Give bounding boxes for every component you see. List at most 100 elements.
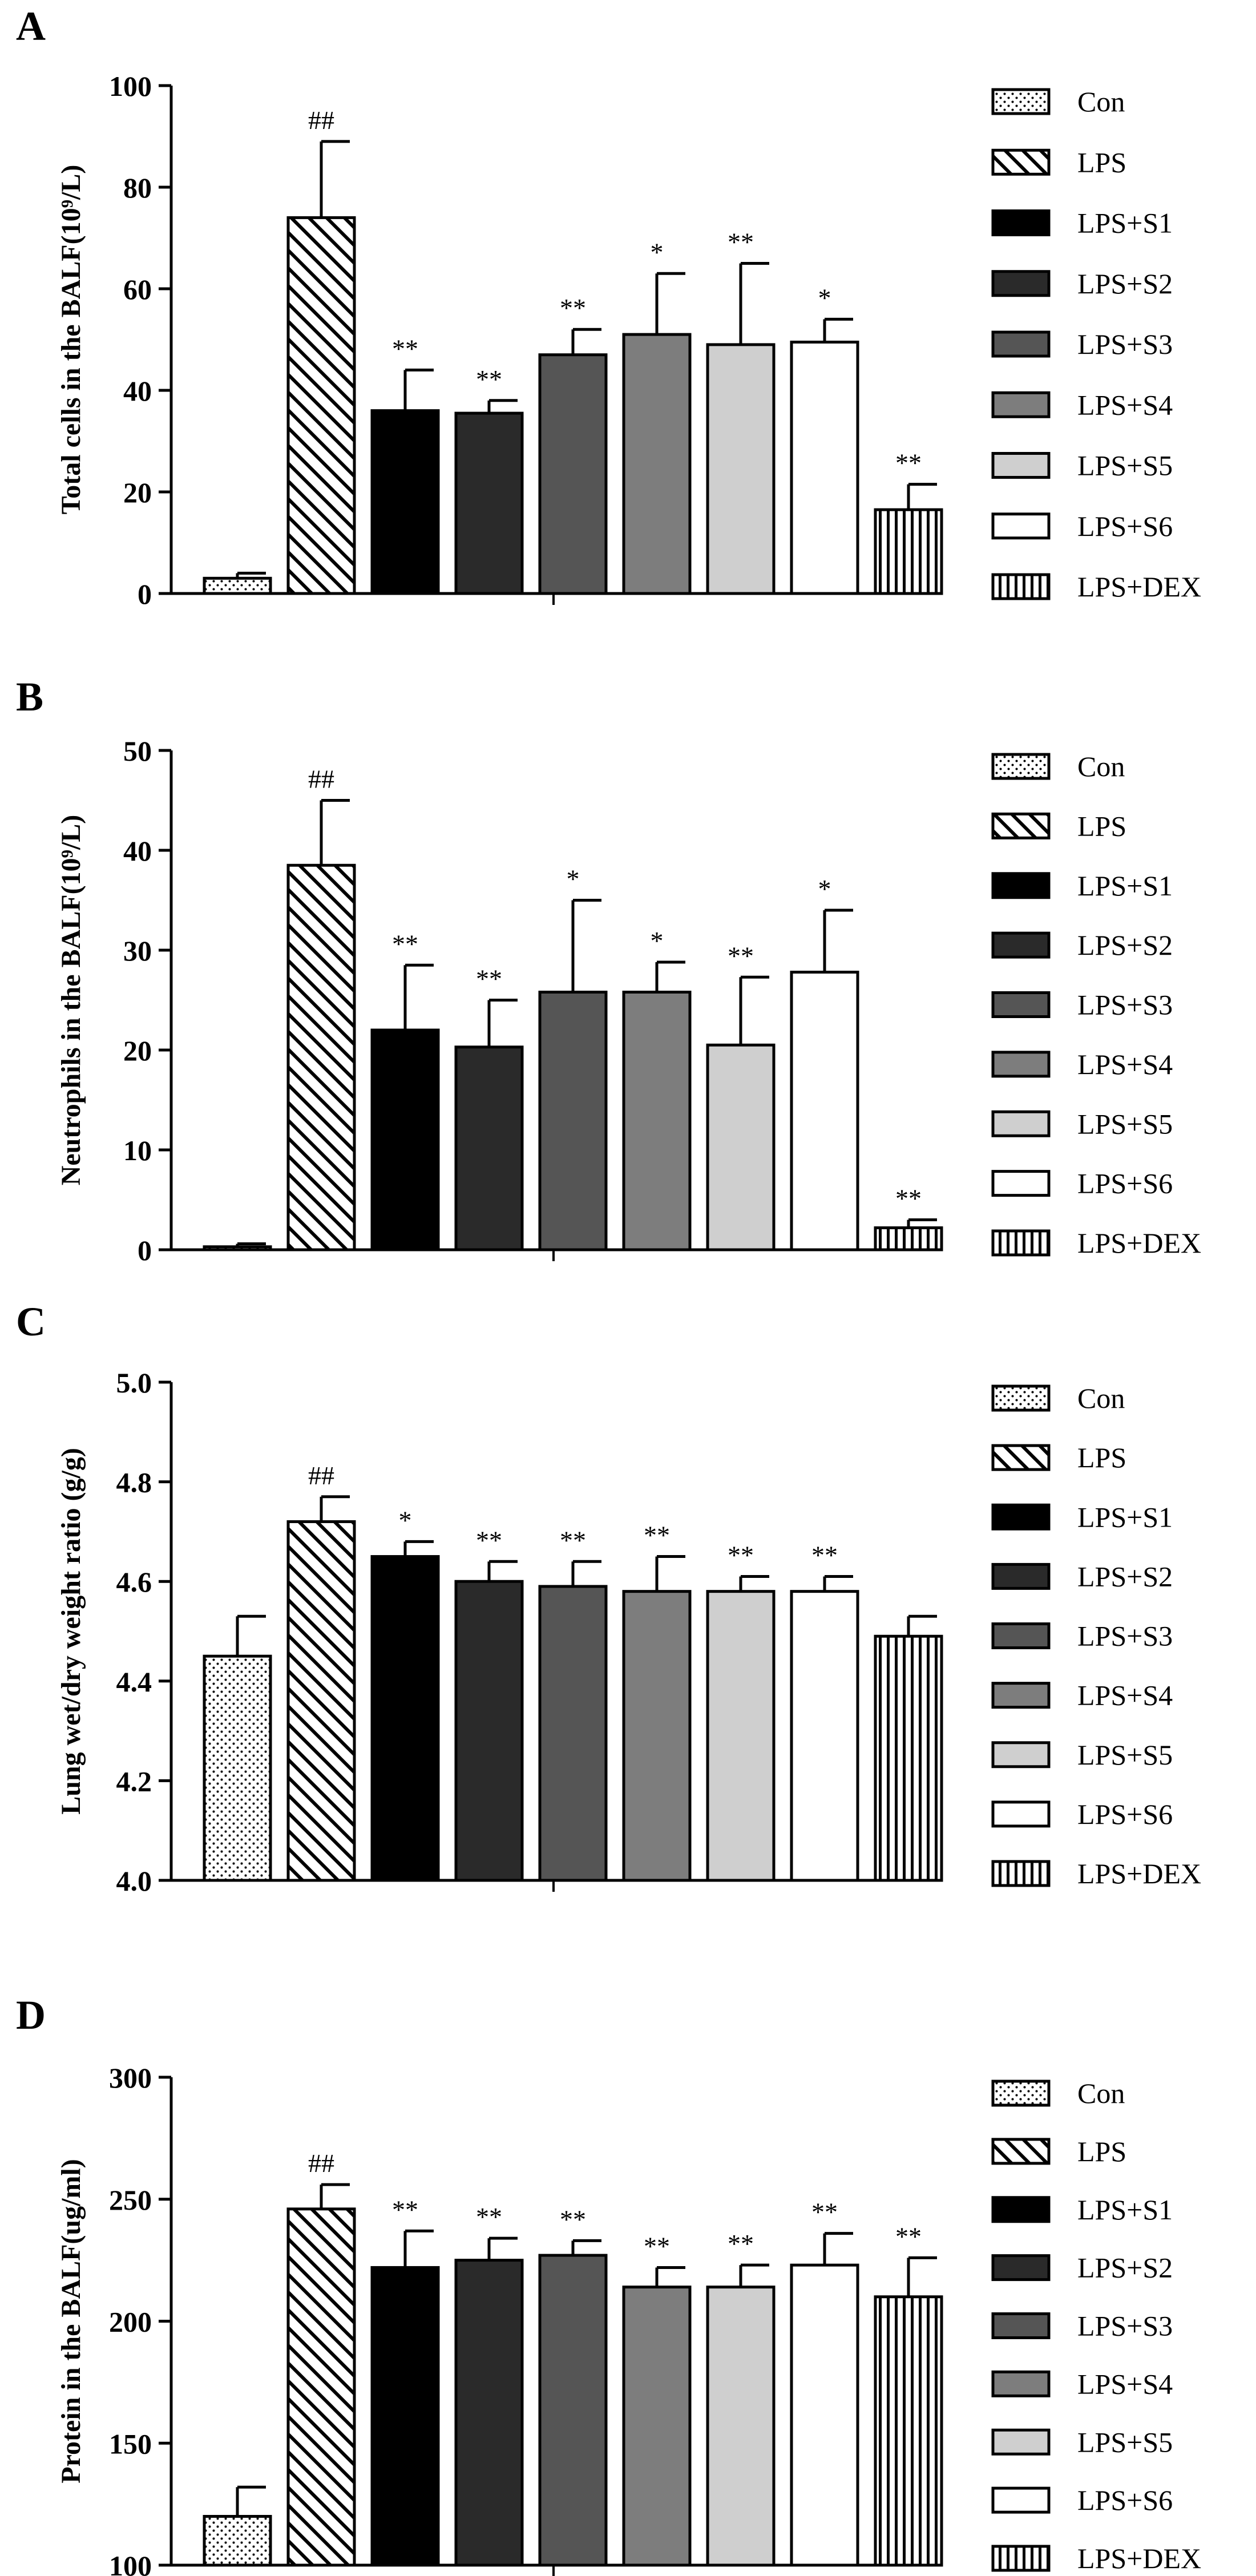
significance-label: ** xyxy=(560,293,586,322)
legend-swatch xyxy=(991,1051,1051,1078)
legend-swatch xyxy=(991,1170,1051,1197)
bar-lps xyxy=(286,2207,356,2567)
legend-label: LPS+S2 xyxy=(1077,1560,1173,1592)
legend-label: LPS+S3 xyxy=(1077,1620,1173,1652)
panel-letter: A xyxy=(16,3,46,49)
y-tick-label: 80 xyxy=(123,172,152,204)
legend-label: LPS+S4 xyxy=(1077,1048,1173,1080)
y-axis-title: Total cells in the BALF(10⁹/L) xyxy=(56,165,86,515)
legend-label: LPS+S6 xyxy=(1077,1168,1173,1200)
y-tick-label: 4.2 xyxy=(116,1765,152,1797)
y-tick-label: 100 xyxy=(109,70,152,102)
legend-label: LPS+S4 xyxy=(1077,389,1173,421)
bar-lps-s4 xyxy=(622,333,692,595)
legend-swatch xyxy=(991,1503,1051,1531)
significance-label: ** xyxy=(476,2202,502,2231)
legend-swatch xyxy=(991,753,1051,780)
legend-label: LPS+S4 xyxy=(1077,2368,1173,2400)
bar-lps-s6 xyxy=(790,971,859,1251)
legend-label: LPS+S6 xyxy=(1077,510,1173,542)
y-tick-label: 20 xyxy=(123,1035,152,1067)
legend-swatch xyxy=(991,2080,1051,2107)
significance-label: ** xyxy=(895,2222,922,2251)
legend-label: LPS+S3 xyxy=(1077,2310,1173,2342)
legend-swatch xyxy=(991,452,1051,479)
bar-lps xyxy=(286,216,356,595)
significance-label: ** xyxy=(728,941,754,970)
legend-label: LPS+S2 xyxy=(1077,2252,1173,2284)
bar-lps-s1 xyxy=(370,1555,440,1882)
y-tick-label: 200 xyxy=(109,2306,152,2338)
significance-label: ** xyxy=(728,228,754,257)
significance-label: * xyxy=(651,926,664,955)
y-tick-label: 60 xyxy=(123,273,152,305)
bar-lps-s6 xyxy=(790,1590,859,1882)
legend-label: LPS+S4 xyxy=(1077,1679,1173,1711)
legend-label: Con xyxy=(1077,750,1125,782)
bar-con xyxy=(203,1654,272,1882)
legend-swatch xyxy=(991,2428,1051,2456)
significance-label: * xyxy=(651,237,664,267)
legend-swatch xyxy=(991,2196,1051,2223)
significance-label: ** xyxy=(560,1525,586,1555)
legend-swatch xyxy=(991,2312,1051,2339)
legend-label: Con xyxy=(1077,86,1125,118)
bar-lps-s2 xyxy=(454,1580,524,1882)
y-axis-title: Neutrophils in the BALF(10⁹/L) xyxy=(56,815,86,1186)
y-tick-label: 20 xyxy=(123,477,152,508)
legend-swatch xyxy=(991,2370,1051,2397)
legend-label: LPS+S1 xyxy=(1077,870,1173,902)
legend-swatch xyxy=(991,2486,1051,2514)
bar-lps-s6 xyxy=(790,2263,859,2567)
legend-swatch xyxy=(991,1229,1051,1257)
significance-label: ## xyxy=(308,106,334,135)
legend-swatch xyxy=(991,1110,1051,1137)
y-tick-label: 10 xyxy=(123,1134,152,1166)
legend-label: LPS+S5 xyxy=(1077,1108,1173,1140)
legend-label: LPS+DEX xyxy=(1077,2542,1201,2574)
bar-lps-s4 xyxy=(622,1590,692,1882)
bar-lps-s6 xyxy=(790,340,859,595)
legend-label: LPS+DEX xyxy=(1077,1858,1201,1889)
significance-label: ** xyxy=(392,2195,418,2224)
legend-label: LPS+S6 xyxy=(1077,1798,1173,1830)
panel-letter: B xyxy=(16,674,43,720)
y-tick-label: 4.6 xyxy=(116,1566,152,1598)
legend-swatch xyxy=(991,148,1051,176)
y-tick-label: 100 xyxy=(109,2550,152,2576)
legend-swatch xyxy=(991,1800,1051,1828)
y-tick-label: 250 xyxy=(109,2184,152,2216)
legend-swatch xyxy=(991,270,1051,297)
legend-swatch xyxy=(991,1622,1051,1649)
y-tick-label: 0 xyxy=(138,1234,152,1266)
legend-label: LPS+S5 xyxy=(1077,1739,1173,1771)
legend-swatch xyxy=(991,1682,1051,1709)
bar-lps-s5 xyxy=(706,343,776,595)
legend-label: LPS+S2 xyxy=(1077,268,1173,300)
legend-swatch xyxy=(991,1384,1051,1412)
bar-lps-s3 xyxy=(538,991,608,1251)
legend-swatch xyxy=(991,391,1051,418)
bar-lps-s1 xyxy=(370,2266,440,2567)
bar-lps-dex xyxy=(874,2295,943,2567)
significance-label: ** xyxy=(728,1540,754,1569)
significance-label: ** xyxy=(644,2231,670,2260)
significance-label: ## xyxy=(308,2149,334,2178)
significance-label: ** xyxy=(476,365,502,394)
legend-label: LPS+S1 xyxy=(1077,207,1173,239)
legend-swatch xyxy=(991,872,1051,899)
chart-panel-a: A 0 20 40 60 80 100 Total cells in the BALF(10⁹… xyxy=(16,3,1201,610)
legend-label: LPS+DEX xyxy=(1077,1227,1201,1259)
legend-swatch xyxy=(991,2254,1051,2282)
y-axis-title: Protein in the BALF(ug/ml) xyxy=(56,2159,86,2483)
bar-lps-s2 xyxy=(454,2259,524,2567)
legend-swatch xyxy=(991,1444,1051,1471)
legend-swatch xyxy=(991,88,1051,115)
chart-panel-c: C 4.0 4.2 4.4 4.6 4.8 5.0 Lung wet/dry weight r… xyxy=(16,1299,1201,1897)
bar-lps-dex xyxy=(874,1226,943,1251)
y-tick-label: 30 xyxy=(123,935,152,967)
significance-label: ** xyxy=(811,1540,838,1569)
y-tick-label: 4.8 xyxy=(116,1467,152,1499)
legend-swatch xyxy=(991,2545,1051,2572)
legend-swatch xyxy=(991,512,1051,540)
